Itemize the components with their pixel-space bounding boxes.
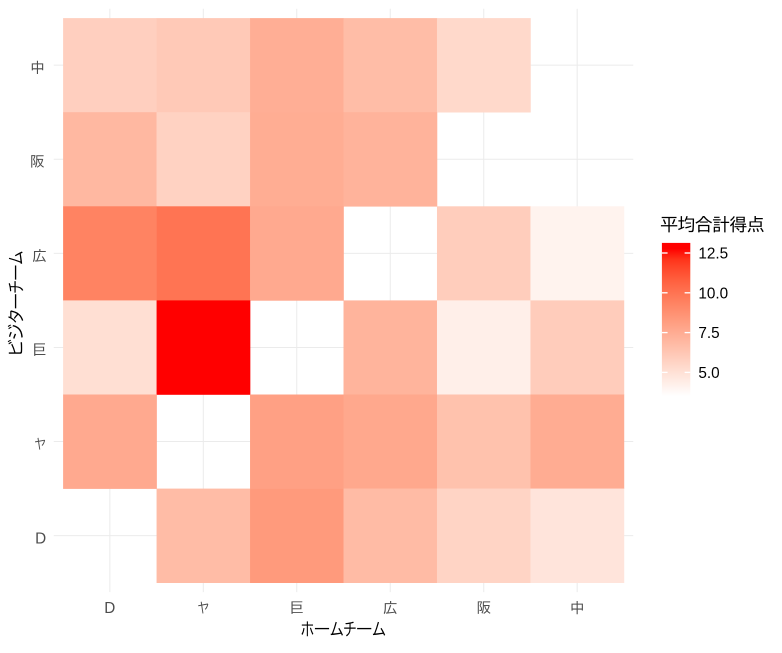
svg-text:7.5: 7.5: [698, 325, 719, 342]
svg-text:10.0: 10.0: [698, 285, 728, 302]
svg-text:5.0: 5.0: [698, 365, 719, 382]
svg-text:D: D: [104, 600, 115, 617]
svg-text:12.5: 12.5: [698, 245, 728, 262]
svg-text:D: D: [35, 530, 46, 547]
